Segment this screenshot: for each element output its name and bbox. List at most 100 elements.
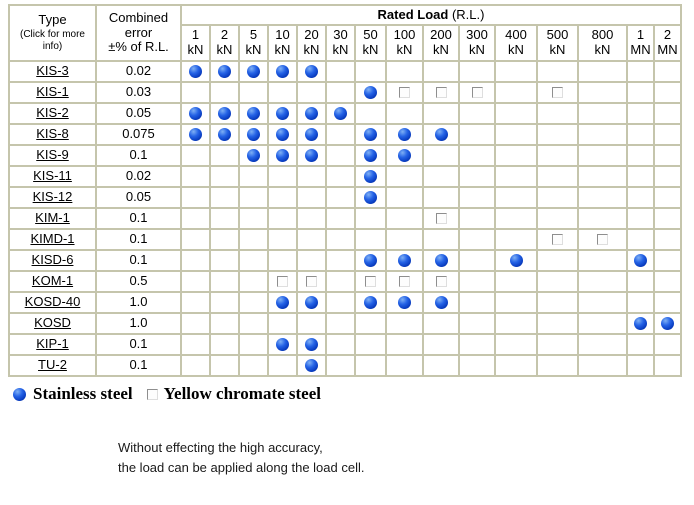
load-cell xyxy=(422,123,460,146)
col-header-1-mn: 1 MN xyxy=(626,24,655,62)
load-cell xyxy=(653,207,682,230)
load-cell xyxy=(296,270,327,293)
type-cell: KISD-6 xyxy=(8,249,97,272)
col-header-100-kn: 100 kN xyxy=(385,24,424,62)
load-cell xyxy=(422,144,460,167)
load-cell xyxy=(354,123,387,146)
load-cell xyxy=(296,354,327,377)
load-cell xyxy=(209,165,240,188)
load-cell xyxy=(180,312,211,335)
load-cell xyxy=(385,144,424,167)
load-cell xyxy=(267,144,298,167)
load-cell xyxy=(577,207,628,230)
type-link-kosd[interactable]: KOSD xyxy=(34,315,71,331)
stainless-steel-icon xyxy=(276,149,289,163)
type-link-kis-3[interactable]: KIS-3 xyxy=(36,63,69,79)
type-link-tu-2[interactable]: TU-2 xyxy=(38,357,67,373)
type-cell: KIS-8 xyxy=(8,123,97,146)
load-cell xyxy=(626,249,655,272)
load-cell xyxy=(354,291,387,314)
stainless-steel-icon xyxy=(398,128,411,142)
load-cell xyxy=(626,312,655,335)
stainless-steel-icon xyxy=(276,65,289,79)
stainless-steel-icon xyxy=(661,317,674,331)
col-header-5-kn: 5 kN xyxy=(238,24,269,62)
table-row: KIP-1 0.1 xyxy=(8,333,682,356)
load-cell xyxy=(296,186,327,209)
load-cell xyxy=(458,312,496,335)
load-cell xyxy=(354,186,387,209)
load-cell xyxy=(180,102,211,125)
load-cell xyxy=(267,228,298,251)
load-cell xyxy=(458,354,496,377)
load-cell xyxy=(325,186,356,209)
combined-error-value: 0.02 xyxy=(95,165,182,188)
load-cell xyxy=(536,123,579,146)
stainless-steel-icon xyxy=(189,107,202,121)
load-cell xyxy=(325,60,356,83)
type-link-kosd-40[interactable]: KOSD-40 xyxy=(24,294,81,310)
type-link-kisd-6[interactable]: KISD-6 xyxy=(31,252,74,268)
type-link-kis-12[interactable]: KIS-12 xyxy=(32,189,73,205)
load-cell xyxy=(626,333,655,356)
load-cell xyxy=(653,81,682,104)
load-cell xyxy=(458,60,496,83)
rated-load-suffix: (R.L.) xyxy=(448,6,485,22)
type-link-kimd-1[interactable]: KIMD-1 xyxy=(30,231,75,247)
stainless-steel-icon xyxy=(334,107,347,121)
stainless-steel-icon xyxy=(218,128,231,142)
yellow-chromate-icon xyxy=(306,276,317,288)
load-cell xyxy=(354,270,387,293)
load-cell xyxy=(577,123,628,146)
type-link-kis-11[interactable]: KIS-11 xyxy=(33,168,72,184)
load-cell xyxy=(385,81,424,104)
yellow-chromate-icon xyxy=(435,213,447,225)
load-cell xyxy=(577,165,628,188)
type-link-kom-1[interactable]: KOM-1 xyxy=(31,273,74,289)
load-cell xyxy=(626,165,655,188)
load-cell xyxy=(325,228,356,251)
load-cell xyxy=(494,249,538,272)
type-cell: KIP-1 xyxy=(8,333,97,356)
load-cell xyxy=(209,102,240,125)
col-header-1-kn: 1 kN xyxy=(180,24,211,62)
load-cell xyxy=(385,60,424,83)
load-cell xyxy=(325,270,356,293)
load-cell xyxy=(180,270,211,293)
combined-error-value: 0.02 xyxy=(95,60,182,83)
type-link-kis-1[interactable]: KIS-1 xyxy=(36,84,69,100)
type-link-kim-1[interactable]: KIM-1 xyxy=(35,210,70,226)
load-cell xyxy=(653,291,682,314)
table-header: Type (Click for more info) Combined error… xyxy=(8,4,682,62)
type-link-kip-1[interactable]: KIP-1 xyxy=(36,336,69,352)
type-link-kis-8[interactable]: KIS-8 xyxy=(36,126,69,142)
load-cell xyxy=(494,123,538,146)
table-row: KOM-1 0.5 xyxy=(8,270,682,293)
load-cell xyxy=(494,186,538,209)
load-cell xyxy=(458,333,496,356)
col-header-300-kn: 300 kN xyxy=(458,24,496,62)
load-cell xyxy=(577,144,628,167)
stainless-steel-icon xyxy=(364,170,377,184)
load-cell xyxy=(577,333,628,356)
load-cell xyxy=(296,60,327,83)
load-cell xyxy=(653,333,682,356)
load-cell xyxy=(267,123,298,146)
stainless-steel-icon xyxy=(247,107,260,121)
load-cell xyxy=(209,123,240,146)
load-cell xyxy=(577,81,628,104)
yellow-chromate-icon xyxy=(435,87,447,99)
load-cell xyxy=(536,270,579,293)
type-link-kis-9[interactable]: KIS-9 xyxy=(36,147,69,163)
type-cell: KIS-1 xyxy=(8,81,97,104)
load-cell xyxy=(296,102,327,125)
type-link-kis-2[interactable]: KIS-2 xyxy=(36,105,69,121)
load-cell xyxy=(354,165,387,188)
stainless-steel-icon xyxy=(398,254,411,268)
rated-load-header: Rated Load (R.L.) xyxy=(180,4,682,26)
load-cell xyxy=(385,249,424,272)
load-cell xyxy=(536,144,579,167)
load-cell xyxy=(180,207,211,230)
load-cell xyxy=(653,186,682,209)
load-cell xyxy=(238,102,269,125)
